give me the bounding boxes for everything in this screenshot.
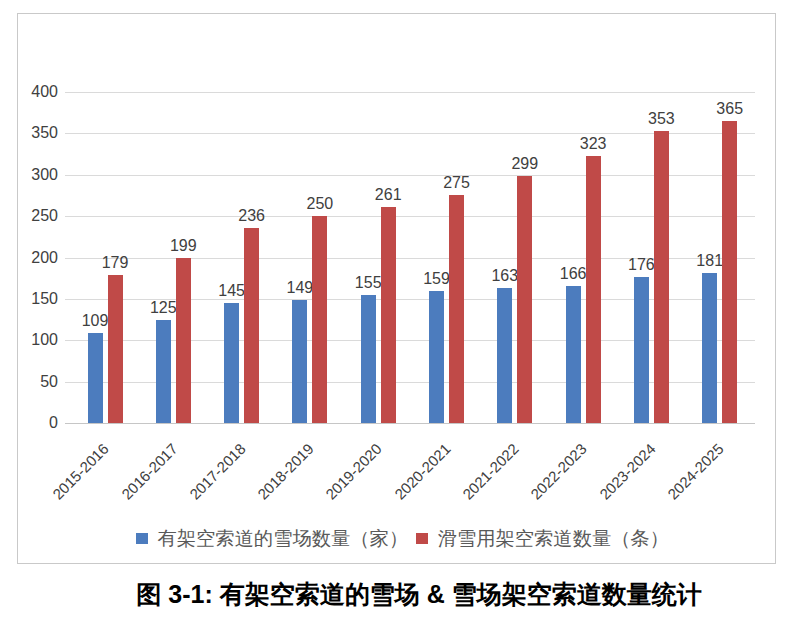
x-tick-label: 2024-2025 [664,440,727,503]
value-label: 250 [290,195,350,213]
gridline-250 [65,216,755,217]
bar-series1-2022-2023 [586,156,601,423]
bar-series0-2017-2018 [224,303,239,423]
gridline-350 [65,133,755,134]
x-tick-label: 2019-2020 [322,440,385,503]
x-tick-label: 2023-2024 [596,440,659,503]
y-tick-label: 50 [18,373,58,391]
bar-series1-2020-2021 [449,195,464,423]
value-label: 179 [85,254,145,272]
legend-label: 有架空索道的雪场数量（家） [158,527,409,550]
gridline-0 [65,423,755,424]
bar-series1-2019-2020 [381,207,396,423]
chart-container: 1091792015-20161251992016-20171452362017… [17,13,776,564]
x-tick-label: 2018-2019 [254,440,317,503]
x-tick-label: 2017-2018 [186,440,249,503]
legend-label: 滑雪用架空索道数量（条） [438,527,669,550]
legend: 有架空索道的雪场数量（家） 滑雪用架空索道数量（条） [136,527,669,550]
y-tick-label: 400 [18,83,58,101]
plot-area: 1091792015-20161251992016-20171452362017… [65,92,755,423]
bar-series0-2016-2017 [156,320,171,423]
legend-item-0: 有架空索道的雪场数量（家） [136,527,408,550]
value-label: 236 [222,207,282,225]
value-label: 275 [427,174,487,192]
bar-series1-2021-2022 [517,176,532,423]
value-label: 199 [153,237,213,255]
bar-series0-2024-2025 [702,273,717,423]
bar-series0-2018-2019 [292,300,307,423]
bar-series0-2023-2024 [634,277,649,423]
bar-series0-2020-2021 [429,291,444,423]
legend-item-1: 滑雪用架空索道数量（条） [416,527,669,550]
bar-series1-2017-2018 [244,228,259,423]
y-tick-label: 0 [18,414,58,432]
x-tick-label: 2022-2023 [527,440,590,503]
value-label: 299 [495,155,555,173]
y-tick-label: 200 [18,249,58,267]
bar-series1-2018-2019 [312,216,327,423]
y-tick-label: 250 [18,207,58,225]
y-tick-label: 150 [18,290,58,308]
x-tick-label: 2015-2016 [49,440,112,503]
y-tick-label: 100 [18,331,58,349]
value-label: 261 [358,186,418,204]
value-label: 365 [700,100,760,118]
bar-series1-2016-2017 [176,258,191,423]
gridline-300 [65,175,755,176]
bar-series1-2015-2016 [108,275,123,423]
value-label: 353 [631,110,691,128]
bar-series0-2019-2020 [361,295,376,423]
bar-series0-2022-2023 [566,286,581,423]
bar-series0-2015-2016 [88,333,103,423]
gridline-400 [65,92,755,93]
y-tick-label: 350 [18,124,58,142]
bar-series1-2024-2025 [722,121,737,423]
legend-swatch-icon [416,533,428,545]
y-tick-label: 300 [18,166,58,184]
x-tick-label: 2020-2021 [391,440,454,503]
x-tick-label: 2021-2022 [459,440,522,503]
bar-series0-2021-2022 [497,288,512,423]
legend-swatch-icon [136,533,148,545]
value-label: 323 [563,135,623,153]
x-tick-label: 2016-2017 [118,440,181,503]
bar-series1-2023-2024 [654,131,669,423]
figure-caption: 图 3-1: 有架空索道的雪场 & 雪场架空索道数量统计 [14,578,810,611]
